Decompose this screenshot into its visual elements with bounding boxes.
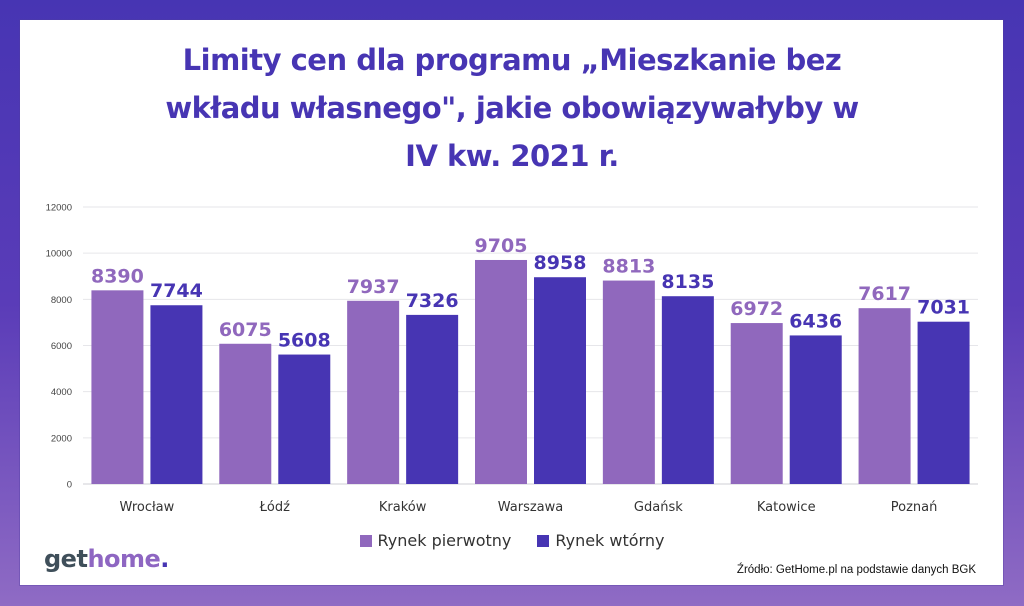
data-label: 6436 (789, 310, 842, 332)
y-tick-label: 4000 (51, 387, 72, 398)
chart-title: Limity cen dla programu „Mieszkanie bez … (0, 36, 1024, 180)
bar-primary (91, 290, 144, 484)
data-label: 7031 (917, 297, 970, 319)
legend-swatch-primary-market (359, 534, 372, 547)
bar-secondary (150, 305, 203, 484)
x-tick-label: Gdańsk (634, 500, 683, 515)
data-label: 5608 (278, 330, 331, 352)
bar-secondary (917, 321, 970, 484)
gethome-logo: gethome. (44, 545, 169, 573)
bar-primary (602, 280, 655, 484)
bar-secondary (278, 354, 331, 484)
source-note: Źródło: GetHome.pl na podstawie danych B… (736, 564, 976, 576)
x-tick-label: Katowice (757, 500, 816, 515)
data-label: 6972 (730, 298, 783, 320)
legend-swatch-secondary-market (537, 534, 550, 547)
data-label: 8813 (602, 256, 655, 278)
bar-primary (475, 259, 527, 484)
chart-title-line-3: IV kw. 2021 r. (405, 139, 619, 173)
y-tick-label: 0 (67, 480, 72, 491)
legend-item-primary-market: Rynek pierwotny (359, 531, 512, 550)
chart-title-line-1: Limity cen dla programu „Mieszkanie bez (182, 43, 842, 77)
data-label: 7326 (406, 290, 459, 312)
legend-label-secondary-market: Rynek wtórny (555, 531, 665, 550)
data-label: 8390 (91, 265, 144, 287)
x-tick-label: Wrocław (120, 500, 175, 515)
bar-primary (858, 308, 911, 484)
data-label: 9705 (475, 235, 528, 257)
logo-part-home: home (87, 545, 161, 573)
bar-secondary (789, 335, 842, 484)
y-tick-label: 12000 (46, 203, 72, 214)
bar-secondary (406, 314, 459, 484)
data-label: 7937 (347, 276, 400, 298)
logo-part-dot: . (160, 545, 169, 573)
x-tick-label: Poznań (891, 500, 938, 515)
chart-legend: Rynek pierwotny Rynek wtórny (0, 531, 1024, 550)
data-label: 8958 (534, 252, 587, 274)
legend-label-primary-market: Rynek pierwotny (377, 531, 512, 550)
data-label: 8135 (661, 271, 714, 293)
x-tick-label: Łódź (259, 500, 291, 515)
legend-item-secondary-market: Rynek wtórny (537, 531, 664, 550)
y-tick-label: 6000 (51, 341, 72, 352)
y-tick-label: 8000 (51, 295, 72, 306)
bar-primary (347, 300, 400, 484)
y-tick-label: 2000 (51, 433, 72, 444)
bar-secondary (534, 277, 586, 484)
x-tick-label: Kraków (379, 500, 427, 515)
bar-secondary (661, 296, 714, 484)
data-label: 6075 (219, 319, 272, 341)
bar-primary (219, 343, 272, 484)
data-label: 7617 (858, 283, 911, 305)
x-tick-label: Warszawa (498, 500, 564, 515)
logo-part-get: get (44, 545, 88, 573)
y-tick-label: 10000 (46, 249, 72, 260)
data-label: 7744 (150, 280, 203, 302)
bar-primary (730, 323, 783, 484)
chart-title-line-2: wkładu własnego", jakie obowiązywałyby w (165, 91, 859, 125)
